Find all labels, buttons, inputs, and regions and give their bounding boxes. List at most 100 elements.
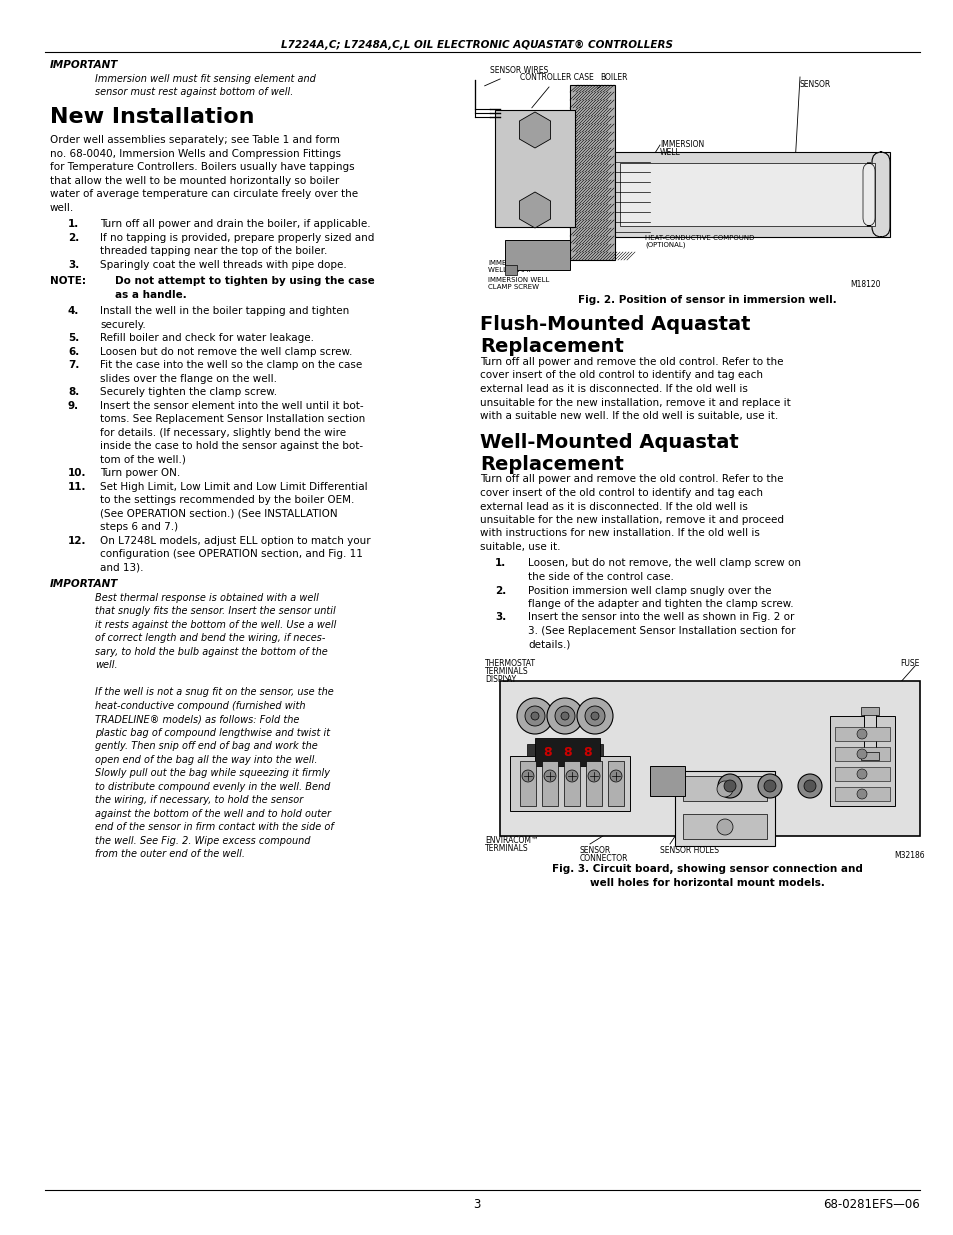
Text: Fit the case into the well so the clamp on the case: Fit the case into the well so the clamp … [100,361,362,370]
Text: 4.: 4. [68,306,79,316]
Text: the well. See Fig. 2. Wipe excess compound: the well. See Fig. 2. Wipe excess compou… [95,836,310,846]
Bar [569,85,615,261]
Text: securely.: securely. [100,320,146,330]
Text: SENSOR HOLES: SENSOR HOLES [659,846,719,855]
Text: TERMINALS: TERMINALS [484,667,528,676]
Text: 8.: 8. [68,388,79,398]
Text: If no tapping is provided, prepare properly sized and: If no tapping is provided, prepare prope… [100,232,374,243]
Text: open end of the bag all the way into the well.: open end of the bag all the way into the… [95,755,317,764]
Text: ENVIRACOM™: ENVIRACOM™ [484,836,538,845]
Bar [495,110,575,227]
Bar [829,716,894,806]
Circle shape [577,698,613,734]
Circle shape [717,781,732,797]
Text: Loosen, but do not remove, the well clamp screw on: Loosen, but do not remove, the well clam… [527,558,801,568]
Bar [861,706,878,715]
Circle shape [524,706,544,726]
Circle shape [531,713,538,720]
Text: Fig. 2. Position of sensor in immersion well.: Fig. 2. Position of sensor in immersion … [578,295,836,305]
Bar [834,787,889,802]
Text: M32186: M32186 [893,851,924,860]
Text: well.: well. [95,661,117,671]
Text: WELL: WELL [659,148,680,157]
Bar [615,152,889,237]
Text: CLAMP SCREW: CLAMP SCREW [488,284,538,290]
Bar [607,761,623,806]
Text: On L7248L models, adjust ELL option to match your: On L7248L models, adjust ELL option to m… [100,536,370,546]
Text: 9.: 9. [68,400,79,411]
Circle shape [723,781,735,792]
Text: 8: 8 [583,746,592,758]
Bar [504,240,569,270]
Text: unsuitable for the new installation, remove it and proceed: unsuitable for the new installation, rem… [479,515,783,525]
Text: end of the sensor in firm contact with the side of: end of the sensor in firm contact with t… [95,823,334,832]
Text: IMPORTANT: IMPORTANT [50,61,118,70]
Text: Fig. 3. Circuit board, showing sensor connection and: Fig. 3. Circuit board, showing sensor co… [552,864,862,874]
Text: flange of the adapter and tighten the clamp screw.: flange of the adapter and tighten the cl… [527,599,793,609]
Circle shape [555,706,575,726]
Text: SENSOR: SENSOR [579,846,611,855]
Bar [834,727,889,741]
Text: well.: well. [50,203,74,212]
Text: Turn off all power and remove the old control. Refer to the: Turn off all power and remove the old co… [479,357,782,367]
Text: plastic bag of compound lengthwise and twist it: plastic bag of compound lengthwise and t… [95,727,330,737]
Text: gently. Then snip off end of bag and work the: gently. Then snip off end of bag and wor… [95,741,317,751]
Bar [504,266,517,275]
Text: to distribute compound evenly in the well. Bend: to distribute compound evenly in the wel… [95,782,330,792]
Text: 5.: 5. [68,333,79,343]
Text: Position immersion well clamp snugly over the: Position immersion well clamp snugly ove… [527,585,771,595]
Bar [499,680,919,836]
Text: configuration (see OPERATION section, and Fig. 11: configuration (see OPERATION section, an… [100,550,362,559]
Text: IMMERSION: IMMERSION [488,261,528,266]
Bar [510,756,629,811]
Text: to the settings recommended by the boiler OEM.: to the settings recommended by the boile… [100,495,354,505]
Text: BOILER: BOILER [597,73,627,89]
Text: Do not attempt to tighten by using the case: Do not attempt to tighten by using the c… [115,277,375,287]
Text: Turn off all power and drain the boiler, if applicable.: Turn off all power and drain the boiler,… [100,220,370,230]
Bar [682,776,766,802]
Text: Insert the sensor element into the well until it bot-: Insert the sensor element into the well … [100,400,363,411]
Text: SENSOR WIRES: SENSOR WIRES [484,65,548,86]
Text: as a handle.: as a handle. [115,290,187,300]
Text: external lead as it is disconnected. If the old well is: external lead as it is disconnected. If … [479,384,747,394]
Text: IMPORTANT: IMPORTANT [50,579,118,589]
Text: 3: 3 [473,1198,480,1212]
Text: Refill boiler and check for water leakage.: Refill boiler and check for water leakag… [100,333,314,343]
Circle shape [521,769,534,782]
Circle shape [717,819,732,835]
Text: with instructions for new installation. If the old well is: with instructions for new installation. … [479,529,760,538]
Text: sary, to hold the bulb against the bottom of the: sary, to hold the bulb against the botto… [95,647,328,657]
FancyBboxPatch shape [862,163,874,226]
FancyBboxPatch shape [871,152,889,237]
Bar [526,743,542,756]
Text: for details. (If necessary, slightly bend the wire: for details. (If necessary, slightly ben… [100,427,346,437]
Text: 3.: 3. [495,613,506,622]
Text: 1.: 1. [68,220,79,230]
Text: 2.: 2. [495,585,506,595]
Text: TERMINALS: TERMINALS [484,844,528,853]
Text: tom of the well.): tom of the well.) [100,454,186,464]
Text: HEAT-CONDUCTIVE COMPOUND: HEAT-CONDUCTIVE COMPOUND [644,235,754,241]
Text: NOTE:: NOTE: [50,277,86,287]
Text: 3. (See Replacement Sensor Installation section for: 3. (See Replacement Sensor Installation … [527,626,795,636]
Text: Set High Limit, Low Limit and Low Limit Differential: Set High Limit, Low Limit and Low Limit … [100,482,367,492]
Circle shape [718,774,741,798]
Text: threaded tapping near the top of the boiler.: threaded tapping near the top of the boi… [100,246,327,256]
Text: 3.: 3. [68,259,79,269]
Text: DISPLAY: DISPLAY [484,676,516,684]
Text: that snugly fits the sensor. Insert the sensor until: that snugly fits the sensor. Insert the … [95,606,335,616]
Text: the side of the control case.: the side of the control case. [527,572,673,582]
Bar [861,752,878,760]
Text: sensor must rest against bottom of well.: sensor must rest against bottom of well. [95,86,294,98]
Text: Sparingly coat the well threads with pipe dope.: Sparingly coat the well threads with pip… [100,259,346,269]
Text: (OPTIONAL): (OPTIONAL) [644,242,685,248]
Text: Replacement: Replacement [479,454,623,473]
Text: CONNECTOR: CONNECTOR [579,853,628,863]
Text: 6.: 6. [68,347,79,357]
Text: from the outer end of the well.: from the outer end of the well. [95,850,245,860]
Text: toms. See Replacement Sensor Installation section: toms. See Replacement Sensor Installatio… [100,414,365,425]
Bar [519,761,536,806]
Bar [557,743,573,756]
Text: unsuitable for the new installation, remove it and replace it: unsuitable for the new installation, rem… [479,398,790,408]
Text: L7224A,C; L7248A,C,L OIL ELECTRONIC AQUASTAT® CONTROLLERS: L7224A,C; L7248A,C,L OIL ELECTRONIC AQUA… [281,40,672,51]
